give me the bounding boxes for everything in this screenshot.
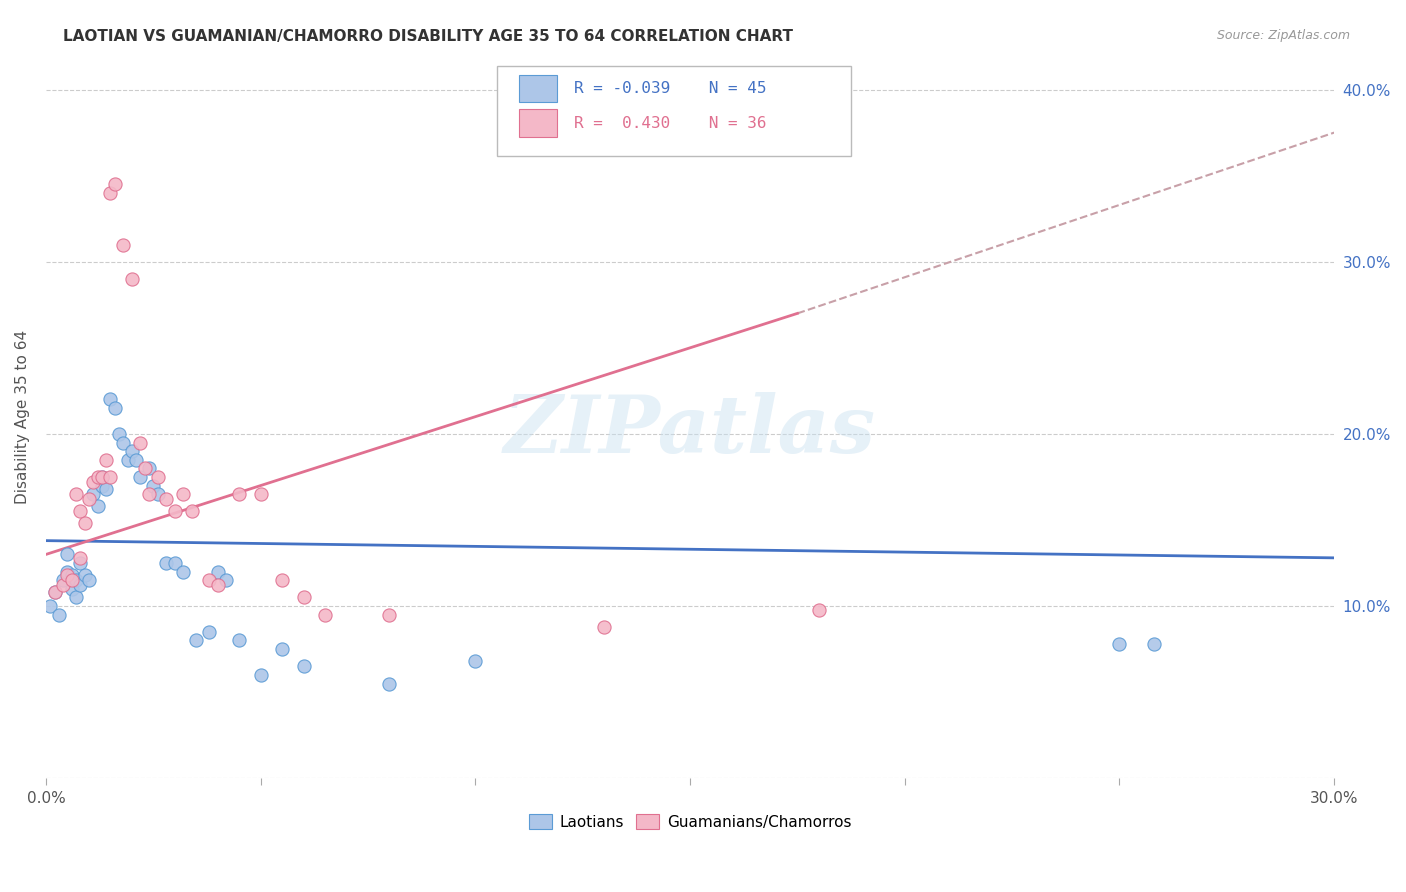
- Point: [104, 401, 127, 415]
- Point: [117, 452, 139, 467]
- Point: [52, 573, 75, 587]
- Point: [94, 482, 117, 496]
- Point: [121, 444, 143, 458]
- Point: [94, 452, 117, 467]
- Point: [77, 573, 100, 587]
- Point: [108, 426, 131, 441]
- Point: [228, 633, 250, 648]
- Point: [207, 578, 229, 592]
- Point: [155, 492, 177, 507]
- Point: [104, 178, 127, 192]
- Point: [100, 470, 122, 484]
- Point: [146, 487, 169, 501]
- Point: [249, 668, 271, 682]
- Point: [186, 633, 208, 648]
- Point: [1108, 637, 1130, 651]
- Point: [464, 654, 486, 668]
- Point: [69, 556, 91, 570]
- Point: [292, 591, 315, 605]
- Point: [69, 504, 91, 518]
- Point: [292, 659, 315, 673]
- Point: [163, 556, 186, 570]
- Point: [112, 435, 135, 450]
- Point: [86, 499, 108, 513]
- Point: [82, 487, 104, 501]
- Point: [65, 573, 87, 587]
- Point: [48, 607, 70, 622]
- Point: [271, 573, 294, 587]
- Legend: Laotians, Guamanians/Chamorros: Laotians, Guamanians/Chamorros: [523, 807, 858, 836]
- Point: [807, 602, 830, 616]
- Point: [134, 461, 156, 475]
- Point: [56, 565, 79, 579]
- Point: [198, 624, 221, 639]
- Text: ZIPatlas: ZIPatlas: [503, 392, 876, 470]
- Point: [90, 478, 112, 492]
- Point: [146, 470, 169, 484]
- Point: [77, 492, 100, 507]
- Point: [163, 504, 186, 518]
- Point: [69, 550, 91, 565]
- Point: [271, 642, 294, 657]
- Point: [593, 620, 616, 634]
- Point: [138, 461, 160, 475]
- Point: [82, 475, 104, 489]
- Point: [100, 392, 122, 407]
- Text: R = -0.039    N = 45: R = -0.039 N = 45: [574, 81, 766, 96]
- Point: [138, 487, 160, 501]
- Point: [44, 585, 66, 599]
- Point: [198, 573, 221, 587]
- FancyBboxPatch shape: [496, 66, 851, 156]
- FancyBboxPatch shape: [519, 75, 557, 103]
- Point: [65, 487, 87, 501]
- Point: [100, 186, 122, 200]
- Point: [86, 470, 108, 484]
- Point: [60, 582, 83, 596]
- Point: [314, 607, 336, 622]
- Point: [73, 516, 96, 531]
- Point: [181, 504, 204, 518]
- Point: [90, 470, 112, 484]
- Point: [142, 478, 165, 492]
- Point: [207, 565, 229, 579]
- Point: [129, 435, 152, 450]
- Point: [112, 237, 135, 252]
- Point: [378, 607, 401, 622]
- Point: [56, 568, 79, 582]
- Point: [125, 452, 148, 467]
- Point: [172, 565, 194, 579]
- Text: Source: ZipAtlas.com: Source: ZipAtlas.com: [1216, 29, 1350, 42]
- Text: LAOTIAN VS GUAMANIAN/CHAMORRO DISABILITY AGE 35 TO 64 CORRELATION CHART: LAOTIAN VS GUAMANIAN/CHAMORRO DISABILITY…: [63, 29, 793, 44]
- Point: [249, 487, 271, 501]
- Point: [90, 470, 112, 484]
- Y-axis label: Disability Age 35 to 64: Disability Age 35 to 64: [15, 330, 30, 504]
- Point: [39, 599, 62, 613]
- Point: [215, 573, 238, 587]
- Point: [155, 556, 177, 570]
- Point: [228, 487, 250, 501]
- Point: [378, 676, 401, 690]
- Text: R =  0.430    N = 36: R = 0.430 N = 36: [574, 116, 766, 130]
- Point: [73, 568, 96, 582]
- Point: [129, 470, 152, 484]
- Point: [1143, 637, 1166, 651]
- Point: [56, 548, 79, 562]
- Point: [69, 578, 91, 592]
- Point: [60, 568, 83, 582]
- Point: [65, 591, 87, 605]
- Point: [44, 585, 66, 599]
- Point: [60, 573, 83, 587]
- Point: [172, 487, 194, 501]
- Point: [121, 272, 143, 286]
- Point: [52, 578, 75, 592]
- FancyBboxPatch shape: [519, 110, 557, 136]
